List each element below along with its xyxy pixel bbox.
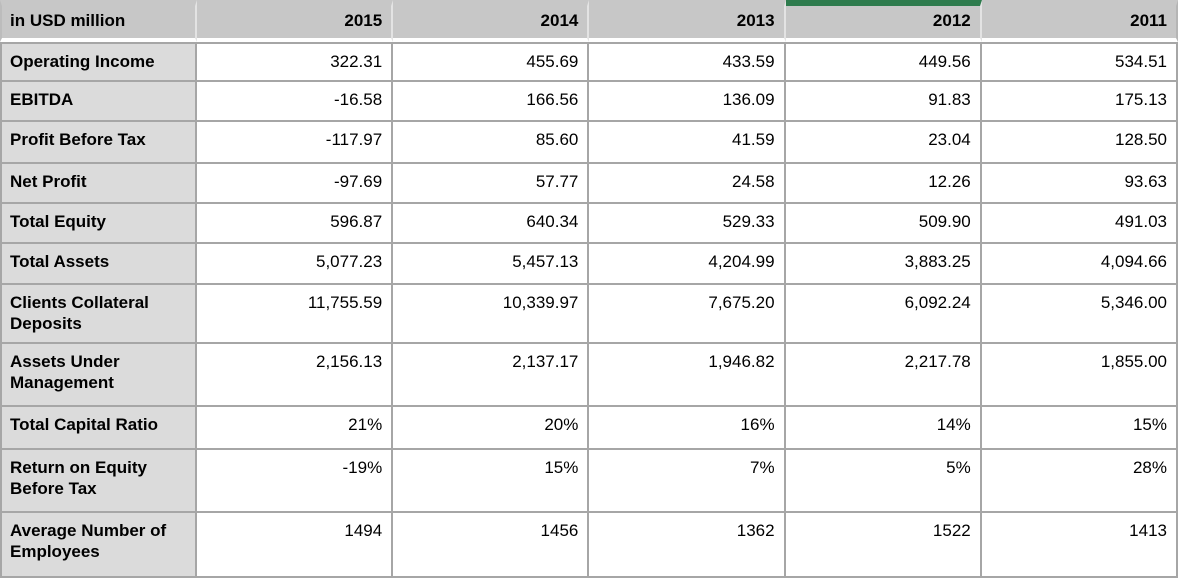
table-row-operating-income: Operating Income 322.31 455.69 433.59 44… xyxy=(0,42,1178,82)
value-cell: 10,339.97 xyxy=(393,285,590,344)
value-cell: 16% xyxy=(589,407,786,450)
value-cell: 433.59 xyxy=(589,42,786,82)
table-row-total-equity: Total Equity 596.87 640.34 529.33 509.90… xyxy=(0,204,1178,244)
value-cell: 5,346.00 xyxy=(981,285,1178,344)
value-cell: 15% xyxy=(393,450,590,513)
row-label: Profit Before Tax xyxy=(0,122,197,164)
value-cell: 1456 xyxy=(393,513,590,578)
row-label: Average Number of Employees xyxy=(0,513,197,578)
table-row-assets-under-management: Assets Under Management 2,156.13 2,137.1… xyxy=(0,344,1178,407)
table-row-ebitda: EBITDA -16.58 166.56 136.09 91.83 175.13 xyxy=(0,82,1178,122)
table-row-average-number-of-employees: Average Number of Employees 1494 1456 13… xyxy=(0,513,1178,578)
value-cell: 2,217.78 xyxy=(785,344,982,407)
value-cell: 175.13 xyxy=(981,82,1178,122)
value-cell: 93.63 xyxy=(981,164,1178,204)
value-cell: 534.51 xyxy=(981,42,1178,82)
value-cell: 4,204.99 xyxy=(589,244,786,285)
value-cell: 1,946.82 xyxy=(589,344,786,407)
value-cell: 166.56 xyxy=(393,82,590,122)
value-cell: 21% xyxy=(197,407,394,450)
value-cell: 2,156.13 xyxy=(197,344,394,407)
value-cell: 12.26 xyxy=(785,164,982,204)
value-cell: -19% xyxy=(197,450,394,513)
value-cell: 7% xyxy=(589,450,786,513)
value-cell: 57.77 xyxy=(393,164,590,204)
value-cell: 4,094.66 xyxy=(981,244,1178,285)
column-header-2014[interactable]: 2014 xyxy=(393,0,590,42)
row-label: Return on Equity Before Tax xyxy=(0,450,197,513)
value-cell: 529.33 xyxy=(589,204,786,244)
row-label: Assets Under Management xyxy=(0,344,197,407)
value-cell: 509.90 xyxy=(785,204,982,244)
value-cell: 41.59 xyxy=(589,122,786,164)
value-cell: 5,077.23 xyxy=(197,244,394,285)
value-cell: 596.87 xyxy=(197,204,394,244)
value-cell: 455.69 xyxy=(393,42,590,82)
value-cell: 11,755.59 xyxy=(197,285,394,344)
table-row-total-assets: Total Assets 5,077.23 5,457.13 4,204.99 … xyxy=(0,244,1178,285)
unit-header: in USD million xyxy=(0,0,197,42)
value-cell: 3,883.25 xyxy=(785,244,982,285)
table-row-return-on-equity-before-tax: Return on Equity Before Tax -19% 15% 7% … xyxy=(0,450,1178,513)
value-cell: 5,457.13 xyxy=(393,244,590,285)
row-label: Total Equity xyxy=(0,204,197,244)
value-cell: 5% xyxy=(785,450,982,513)
value-cell: 1,855.00 xyxy=(981,344,1178,407)
value-cell: 128.50 xyxy=(981,122,1178,164)
row-label: Total Capital Ratio xyxy=(0,407,197,450)
value-cell: 1522 xyxy=(785,513,982,578)
table-row-clients-collateral-deposits: Clients Collateral Deposits 11,755.59 10… xyxy=(0,285,1178,344)
value-cell: 1494 xyxy=(197,513,394,578)
value-cell: -16.58 xyxy=(197,82,394,122)
row-label: Total Assets xyxy=(0,244,197,285)
column-header-2012-highlighted[interactable]: 2012 xyxy=(785,0,982,42)
value-cell: -117.97 xyxy=(197,122,394,164)
value-cell: 491.03 xyxy=(981,204,1178,244)
value-cell: 2,137.17 xyxy=(393,344,590,407)
value-cell: 20% xyxy=(393,407,590,450)
value-cell: 85.60 xyxy=(393,122,590,164)
header-row: in USD million 2015 2014 2013 2012 2011 xyxy=(0,0,1178,42)
row-label: Clients Collateral Deposits xyxy=(0,285,197,344)
column-header-2013[interactable]: 2013 xyxy=(589,0,786,42)
value-cell: 449.56 xyxy=(785,42,982,82)
value-cell: 14% xyxy=(785,407,982,450)
value-cell: 24.58 xyxy=(589,164,786,204)
column-header-2015[interactable]: 2015 xyxy=(197,0,394,42)
table-row-total-capital-ratio: Total Capital Ratio 21% 20% 16% 14% 15% xyxy=(0,407,1178,450)
value-cell: 91.83 xyxy=(785,82,982,122)
value-cell: 15% xyxy=(981,407,1178,450)
value-cell: 322.31 xyxy=(197,42,394,82)
table-row-net-profit: Net Profit -97.69 57.77 24.58 12.26 93.6… xyxy=(0,164,1178,204)
row-label: EBITDA xyxy=(0,82,197,122)
value-cell: 136.09 xyxy=(589,82,786,122)
table-row-profit-before-tax: Profit Before Tax -117.97 85.60 41.59 23… xyxy=(0,122,1178,164)
value-cell: -97.69 xyxy=(197,164,394,204)
value-cell: 28% xyxy=(981,450,1178,513)
value-cell: 1362 xyxy=(589,513,786,578)
value-cell: 6,092.24 xyxy=(785,285,982,344)
row-label: Net Profit xyxy=(0,164,197,204)
row-label: Operating Income xyxy=(0,42,197,82)
value-cell: 7,675.20 xyxy=(589,285,786,344)
column-header-2011[interactable]: 2011 xyxy=(981,0,1178,42)
value-cell: 640.34 xyxy=(393,204,590,244)
value-cell: 23.04 xyxy=(785,122,982,164)
value-cell: 1413 xyxy=(981,513,1178,578)
